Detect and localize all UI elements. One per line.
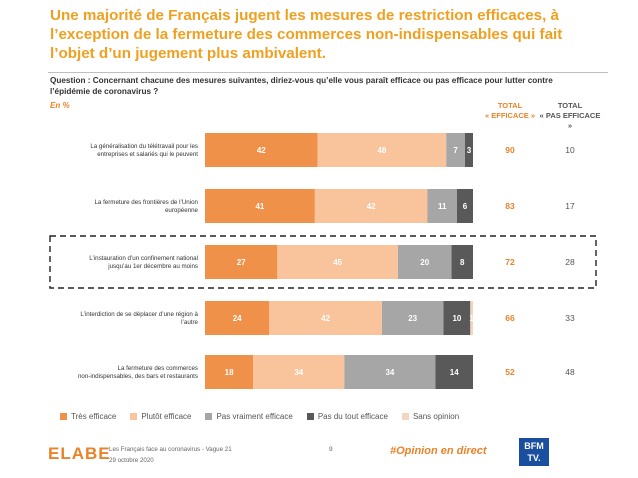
bar-segment	[205, 189, 315, 223]
segment-value-label: 45	[333, 258, 342, 267]
segment-value-label: 27	[237, 258, 246, 267]
segment-value-label: 14	[450, 368, 459, 377]
total-pas-efficace-value: 28	[565, 257, 575, 267]
bar-segment	[381, 301, 444, 335]
segment-value-label: 42	[321, 314, 330, 323]
footer-meta: Les Français face au coronavirus - Vague…	[109, 444, 232, 466]
legend-item: Très efficace	[60, 412, 116, 421]
bar-segment	[253, 355, 345, 389]
segment-value-label: 24	[233, 314, 242, 323]
chart-legend: Très efficace Plutôt efficace Pas vraiment…	[60, 412, 459, 421]
total-pas-efficace-value: 33	[565, 313, 575, 323]
total-pas-efficace-value: 10	[565, 145, 575, 155]
elabe-logo: ELABE	[48, 444, 111, 463]
segment-value-label: 10	[452, 314, 461, 323]
highlight-frame	[49, 235, 597, 289]
segment-value-label: 20	[420, 258, 429, 267]
segment-value-label: 23	[408, 314, 417, 323]
bar-segment	[443, 301, 471, 335]
bar-segment	[205, 133, 318, 167]
bar-segment	[397, 245, 452, 279]
bar-segment	[464, 133, 473, 167]
segment-value-label: 48	[377, 146, 386, 155]
stacked-bar-chart: La généralisation du télétravail pour le…	[49, 133, 597, 389]
legend-swatch	[401, 413, 409, 420]
bar-segment	[205, 245, 278, 279]
segment-value-label: 41	[255, 202, 264, 211]
total-pas-efficace-value: 48	[565, 367, 575, 377]
bar-segment	[314, 189, 428, 223]
legend-item: Pas vraiment efficace	[205, 412, 293, 421]
unit-label: En %	[50, 101, 70, 110]
legend-swatch	[205, 413, 213, 420]
total-pas-efficace-header-line1: TOTAL	[557, 101, 583, 110]
total-pas-efficace-header-line2: « PAS EFFICACE »	[539, 111, 601, 130]
segment-value-label: 18	[225, 368, 234, 377]
bar-segment	[205, 355, 254, 389]
legend-label: Pas vraiment efficace	[216, 412, 293, 421]
category-label: La fermeture des frontières de l’Union eu…	[94, 199, 198, 214]
hashtag: #Opinion en direct	[390, 445, 487, 457]
page-number: 9	[329, 446, 333, 453]
segment-value-label: 42	[367, 202, 376, 211]
bfmtv-logo-line1: BFM	[524, 441, 544, 451]
segment-value-label: 42	[257, 146, 266, 155]
category-label: La généralisation du télétravail pour le…	[90, 143, 198, 158]
total-efficace-header: TOTAL « EFFICACE »	[482, 101, 538, 121]
category-label: L’interdiction de se déplacer d’une régi…	[80, 311, 198, 326]
survey-date: 29 octobre 2020	[109, 457, 154, 464]
legend-item: Pas du tout efficace	[306, 412, 388, 421]
bar-segment	[269, 301, 382, 335]
segment-value-label: 3	[467, 146, 472, 155]
legend-label: Plutôt efficace	[141, 412, 192, 421]
legend-label: Sans opinion	[412, 412, 460, 421]
survey-name: Les Français face au coronavirus - Vague…	[109, 446, 232, 453]
bar-segment	[277, 245, 398, 279]
total-efficace-value: 72	[505, 257, 515, 267]
bfmtv-logo-line2: TV.	[527, 453, 541, 463]
total-efficace-header-line1: TOTAL	[497, 101, 523, 110]
segment-value-label: 6	[463, 202, 468, 211]
total-pas-efficace-value: 17	[565, 201, 575, 211]
segment-value-label: 1	[469, 314, 474, 323]
total-efficace-value: 52	[505, 367, 515, 377]
segment-value-label: 7	[453, 146, 458, 155]
legend-label: Pas du tout efficace	[317, 412, 388, 421]
legend-item: Plutôt efficace	[130, 412, 191, 421]
bar-segment	[205, 301, 270, 335]
category-label: L’instauration d’un confinement national…	[89, 255, 198, 270]
segment-value-label: 8	[460, 258, 465, 267]
bar-segment	[427, 189, 457, 223]
survey-question: Question : Concernant chacune des mesure…	[50, 76, 553, 96]
total-efficace-value: 66	[505, 313, 515, 323]
legend-label: Très efficace	[71, 412, 117, 421]
page-title: Une majorité de Français jugent les mesu…	[50, 7, 563, 62]
legend-swatch	[306, 413, 314, 420]
total-pas-efficace-header: TOTAL « PAS EFFICACE »	[538, 101, 602, 131]
legend-swatch	[60, 413, 67, 420]
segment-value-label: 11	[438, 202, 447, 211]
total-efficace-header-line2: « EFFICACE »	[484, 111, 535, 120]
bar-segment	[344, 355, 436, 389]
segment-value-label: 34	[385, 368, 394, 377]
bar-segment	[470, 301, 473, 335]
title-divider	[48, 72, 608, 73]
bar-segment	[435, 355, 473, 389]
segment-value-label: 34	[294, 368, 303, 377]
total-efficace-value: 83	[505, 201, 515, 211]
total-efficace-value: 90	[505, 145, 515, 155]
legend-swatch	[130, 413, 138, 420]
bar-segment	[456, 189, 473, 223]
bar-segment	[446, 133, 465, 167]
legend-item: Sans opinion	[401, 412, 460, 421]
bar-segment	[317, 133, 447, 167]
category-label: La fermeture des commerces non-indispensa…	[78, 365, 198, 380]
bar-segment	[451, 245, 473, 279]
bfmtv-logo: BFM TV.	[519, 438, 549, 466]
